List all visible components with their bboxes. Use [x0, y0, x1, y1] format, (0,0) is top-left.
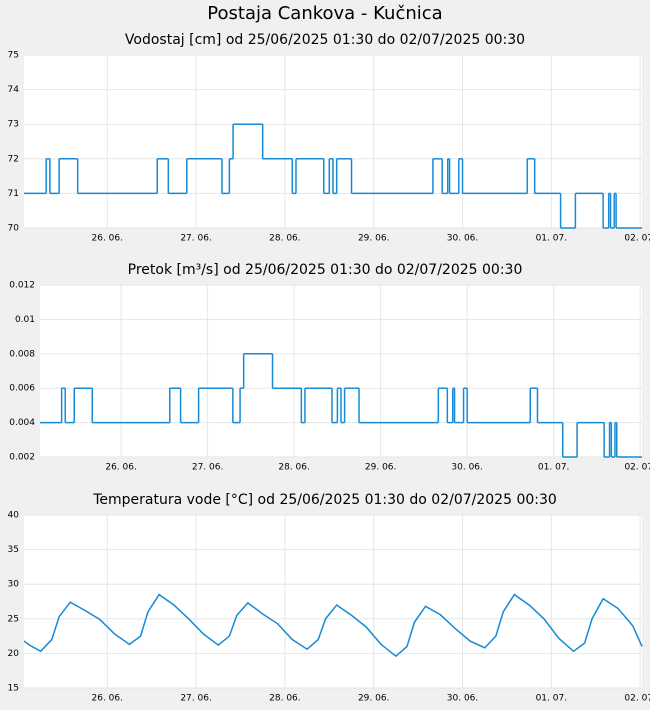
y-tick-label: 0.002: [9, 453, 35, 463]
y-tick-label: 0.004: [9, 418, 35, 428]
y-tick-label: 71: [8, 189, 19, 199]
y-tick-label: 25: [8, 614, 19, 624]
x-tick-label: 27. 06.: [180, 234, 212, 244]
x-tick-label: 02. 07.: [624, 234, 650, 244]
x-tick-label: 30. 06.: [451, 463, 483, 473]
line: [23, 593, 643, 658]
page-title: Postaja Cankova - Kučnica: [207, 3, 442, 24]
plot-area: [24, 515, 642, 688]
y-tick-label: 30: [8, 580, 20, 590]
x-tick-label: 26. 06.: [92, 234, 124, 244]
y-tick-label: 75: [8, 51, 19, 61]
y-tick-label: 20: [8, 649, 20, 659]
x-tick-label: 29. 06.: [358, 694, 390, 704]
x-tick-label: 26. 06.: [105, 463, 137, 473]
x-tick-label: 27. 06.: [192, 463, 224, 473]
y-tick-label: 0.008: [9, 349, 35, 359]
x-tick-label: 01. 07.: [536, 694, 568, 704]
y-tick-label: 73: [8, 120, 19, 130]
x-tick-label: 28. 06.: [269, 234, 301, 244]
y-tick-label: 70: [8, 224, 20, 234]
x-tick-label: 28. 06.: [269, 694, 301, 704]
y-tick-label: 35: [8, 545, 19, 555]
x-tick-label: 29. 06.: [358, 234, 390, 244]
x-tick-label: 30. 06.: [447, 694, 479, 704]
x-tick-label: 30. 06.: [447, 234, 479, 244]
y-tick-label: 0.01: [15, 315, 35, 325]
x-tick-label: 28. 06.: [278, 463, 310, 473]
x-tick-label: 02. 07.: [624, 463, 650, 473]
chart-title: Pretok [m³/s] od 25/06/2025 01:30 do 02/…: [128, 262, 523, 278]
y-tick-label: 0.012: [9, 281, 35, 291]
chart-title: Vodostaj [cm] od 25/06/2025 01:30 do 02/…: [125, 32, 525, 48]
x-tick-label: 02. 07.: [624, 694, 650, 704]
y-tick-label: 72: [8, 154, 19, 164]
plot-area: [24, 55, 642, 228]
y-tick-label: 40: [8, 511, 20, 521]
x-tick-label: 27. 06.: [180, 694, 212, 704]
y-tick-label: 74: [8, 85, 20, 95]
x-tick-label: 01. 07.: [538, 463, 570, 473]
x-tick-label: 26. 06.: [92, 694, 124, 704]
y-tick-label: 0.006: [9, 384, 35, 394]
x-tick-label: 29. 06.: [365, 463, 397, 473]
chart-title: Temperatura vode [°C] od 25/06/2025 01:3…: [92, 492, 557, 508]
x-tick-label: 01. 07.: [536, 234, 568, 244]
y-tick-label: 15: [8, 684, 19, 694]
plot-area: [40, 285, 642, 457]
